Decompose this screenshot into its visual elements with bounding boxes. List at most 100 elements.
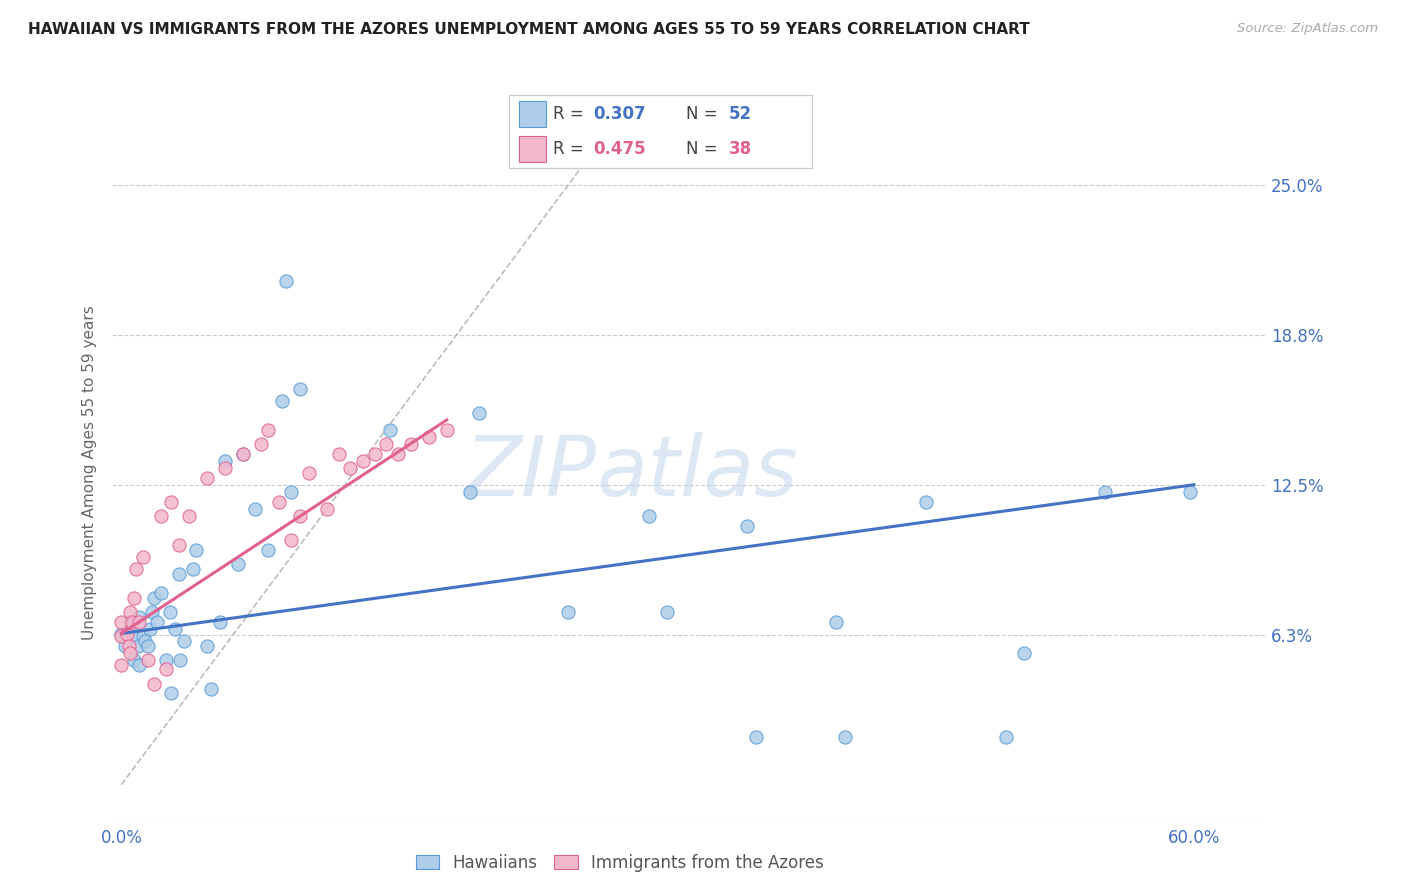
Point: [834, 730, 856, 744]
Point: [468, 406, 491, 420]
Text: R =: R =: [553, 105, 589, 123]
Point: [120, 646, 142, 660]
Point: [195, 639, 218, 653]
Point: [179, 508, 201, 523]
Point: [914, 494, 936, 508]
Point: [214, 454, 236, 468]
Point: [128, 615, 150, 629]
Point: [195, 470, 218, 484]
Point: [128, 657, 150, 672]
Point: [735, 518, 758, 533]
Point: [378, 423, 401, 437]
Point: [160, 686, 183, 700]
Point: [167, 538, 190, 552]
Point: [160, 494, 183, 508]
Point: [125, 562, 148, 576]
Point: [114, 639, 136, 653]
Point: [110, 629, 132, 643]
Point: [127, 639, 149, 653]
Point: [339, 461, 361, 475]
Point: [146, 615, 169, 629]
Point: [298, 466, 321, 480]
Point: [250, 437, 273, 451]
Point: [745, 730, 768, 744]
Text: HAWAIIAN VS IMMIGRANTS FROM THE AZORES UNEMPLOYMENT AMONG AGES 55 TO 59 YEARS CO: HAWAIIAN VS IMMIGRANTS FROM THE AZORES U…: [28, 22, 1029, 37]
Point: [149, 508, 172, 523]
Point: [271, 393, 294, 408]
Point: [267, 494, 290, 508]
Point: [418, 430, 440, 444]
Point: [117, 639, 139, 653]
Text: 52: 52: [728, 105, 752, 123]
Point: [125, 629, 148, 643]
Text: ZIP: ZIP: [465, 433, 596, 513]
Point: [208, 615, 231, 629]
Point: [825, 615, 848, 629]
Point: [232, 446, 254, 460]
Point: [186, 542, 208, 557]
Point: [1180, 485, 1202, 500]
Point: [557, 605, 579, 619]
Text: 0.307: 0.307: [593, 105, 645, 123]
Point: [274, 274, 297, 288]
Point: [167, 566, 190, 581]
Point: [280, 485, 302, 500]
Y-axis label: Unemployment Among Ages 55 to 59 years: Unemployment Among Ages 55 to 59 years: [82, 305, 97, 640]
Point: [115, 626, 138, 640]
Text: N =: N =: [686, 140, 723, 158]
Point: [163, 622, 186, 636]
Point: [200, 681, 222, 696]
Point: [280, 533, 302, 547]
Point: [142, 677, 165, 691]
Point: [134, 633, 156, 648]
Text: 0.475: 0.475: [593, 140, 645, 158]
Point: [288, 382, 311, 396]
Point: [1094, 485, 1116, 500]
Point: [245, 501, 267, 516]
Point: [1012, 646, 1035, 660]
FancyBboxPatch shape: [519, 101, 547, 127]
Point: [364, 446, 387, 460]
Text: N =: N =: [686, 105, 723, 123]
Point: [122, 591, 145, 605]
Point: [120, 605, 142, 619]
Point: [110, 615, 132, 629]
Point: [122, 653, 145, 667]
Point: [181, 562, 204, 576]
Text: atlas: atlas: [596, 433, 799, 513]
Point: [132, 549, 155, 564]
Point: [173, 633, 195, 648]
Point: [110, 626, 132, 640]
Point: [995, 730, 1018, 744]
Point: [155, 653, 177, 667]
Legend: Hawaiians, Immigrants from the Azores: Hawaiians, Immigrants from the Azores: [409, 847, 831, 879]
Point: [214, 461, 236, 475]
Point: [142, 591, 165, 605]
Point: [169, 653, 191, 667]
FancyBboxPatch shape: [519, 136, 547, 161]
Text: Source: ZipAtlas.com: Source: ZipAtlas.com: [1237, 22, 1378, 36]
Point: [352, 454, 374, 468]
Point: [121, 615, 143, 629]
Point: [387, 446, 409, 460]
Text: 38: 38: [728, 140, 752, 158]
Point: [637, 508, 659, 523]
FancyBboxPatch shape: [509, 95, 813, 168]
Text: R =: R =: [553, 140, 589, 158]
Point: [110, 657, 132, 672]
Point: [149, 585, 172, 599]
Point: [120, 615, 142, 629]
Point: [399, 437, 422, 451]
Point: [257, 542, 280, 557]
Point: [257, 423, 280, 437]
Point: [226, 557, 249, 571]
Point: [155, 663, 177, 677]
Point: [458, 485, 481, 500]
Point: [132, 629, 155, 643]
Point: [375, 437, 398, 451]
Point: [655, 605, 678, 619]
Point: [141, 605, 163, 619]
Point: [136, 653, 159, 667]
Point: [436, 423, 458, 437]
Point: [316, 501, 339, 516]
